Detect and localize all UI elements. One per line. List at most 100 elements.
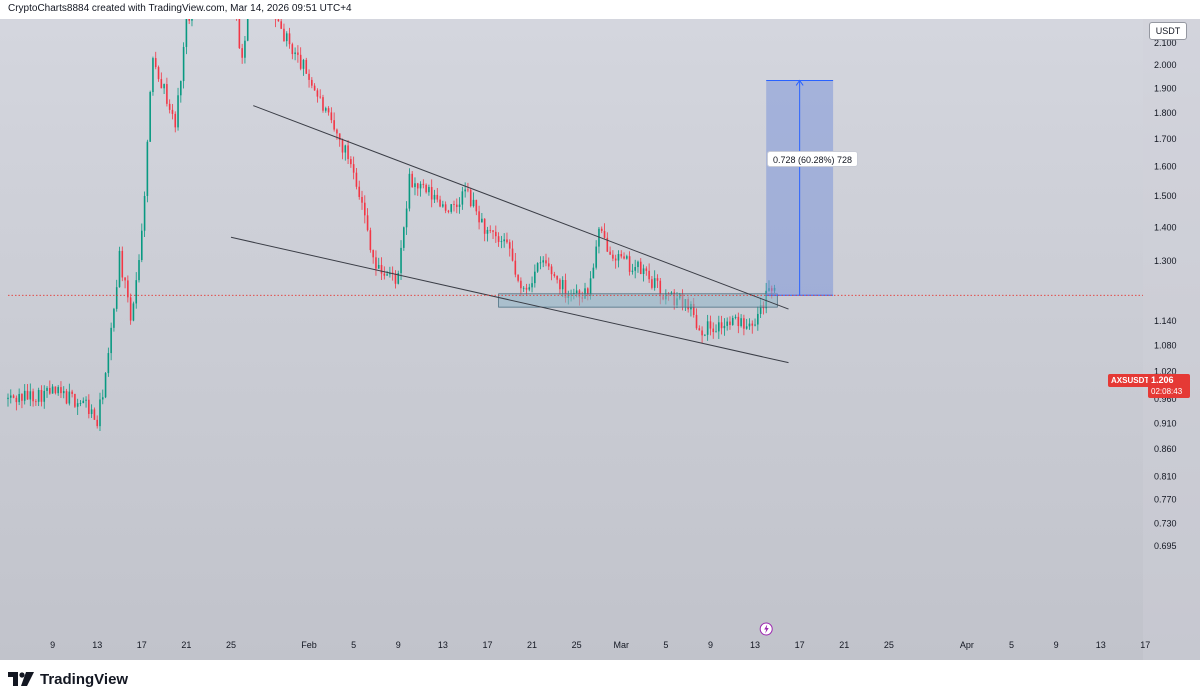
candle-body (391, 272, 394, 274)
candle-body (18, 393, 20, 403)
candle-body (631, 270, 634, 272)
lower-trendline (230, 236, 789, 364)
candle-body (127, 280, 129, 298)
candle-body (185, 19, 188, 47)
candle-body (718, 322, 720, 332)
candle-body (639, 261, 642, 274)
candle-body (564, 279, 567, 298)
candle-body (506, 239, 508, 243)
candle-body (294, 52, 296, 55)
candle-body (450, 204, 453, 212)
candle-body (152, 58, 154, 93)
candle-body (709, 321, 712, 329)
candle-body (283, 28, 285, 42)
candle-body (595, 246, 597, 268)
candle-body (481, 218, 483, 223)
brand-name: TradingView (40, 670, 129, 688)
candle-body (180, 81, 182, 96)
time-tick-label: 9 (396, 640, 401, 650)
candle-body (403, 227, 405, 248)
candle-body (299, 54, 302, 69)
candle-body (168, 103, 171, 110)
price-tick-label: 1.020 (1154, 366, 1177, 376)
candle-body (297, 52, 299, 55)
candle-body (311, 79, 313, 86)
candle-body (358, 186, 361, 197)
candle-body (748, 323, 751, 327)
candle-body (7, 397, 9, 400)
currency-unit-button[interactable]: USDT (1149, 22, 1187, 40)
candle-body (539, 262, 542, 264)
time-tick-label: 21 (839, 640, 849, 650)
candle-body (12, 395, 15, 398)
current-price-label: 1.206 02:08:43 (1148, 374, 1190, 398)
candle-body (757, 313, 759, 325)
candle-body (745, 326, 748, 329)
candle-body (416, 183, 419, 189)
current-price: 1.206 (1151, 375, 1174, 385)
candle-body (439, 199, 441, 207)
price-tick-label: 1.800 (1154, 108, 1177, 118)
candle-body (29, 391, 32, 400)
time-tick-label: 9 (708, 640, 713, 650)
candle-body (397, 273, 400, 284)
candle-body (734, 316, 737, 318)
candle-body (720, 322, 723, 329)
candle-body (333, 120, 335, 130)
candle-body (79, 403, 82, 404)
candle-body (288, 33, 291, 45)
candle-body (414, 183, 416, 188)
candle-body (149, 92, 151, 142)
candle-body (464, 189, 466, 192)
price-tick-label: 0.695 (1154, 541, 1177, 551)
chart-area[interactable]: 2.5002.3002.1002.0001.9001.8001.7001.600… (0, 19, 1200, 660)
candle-body (508, 242, 511, 249)
candle-body (723, 325, 726, 329)
candle-body (606, 237, 609, 252)
candle-body (492, 230, 494, 232)
candle-body (174, 113, 177, 128)
price-tick-label: 0.770 (1154, 494, 1177, 504)
candle-body (157, 67, 160, 80)
candle-body (9, 395, 12, 398)
candle-body (433, 194, 436, 200)
time-tick-label: 17 (795, 640, 805, 650)
target-arrow-head (795, 79, 804, 86)
candle-body (319, 96, 321, 98)
time-tick-label: 13 (438, 640, 448, 650)
candle-body (642, 268, 645, 274)
candle-body (614, 258, 617, 261)
candle-body (547, 263, 550, 267)
time-tick-label: 21 (181, 640, 191, 650)
candle-body (692, 303, 695, 315)
candle-body (436, 194, 439, 200)
candle-body (408, 173, 411, 209)
candle-body (51, 386, 54, 394)
candle-body (138, 260, 140, 281)
candle-body (366, 215, 369, 231)
candle-body (302, 59, 305, 69)
candle-body (656, 278, 659, 281)
candle-body (188, 19, 190, 21)
candle-body (634, 267, 636, 271)
price-tick-label: 0.960 (1154, 394, 1177, 404)
time-tick-label: 25 (572, 640, 582, 650)
candle-body (740, 318, 742, 327)
candle-body (85, 399, 87, 401)
candle-body (182, 46, 185, 82)
candle-body (575, 290, 578, 294)
time-tick-label: 9 (50, 640, 55, 650)
candle-body (626, 256, 628, 259)
candle-body (15, 397, 18, 403)
candle-body (495, 231, 497, 237)
measure-label: 0.728 (60.28%) 728 (767, 151, 859, 167)
candle-body (587, 288, 589, 296)
candle-body (177, 95, 179, 128)
upper-trendline (253, 105, 789, 310)
candle-body (511, 248, 514, 261)
candle-body (653, 278, 656, 288)
price-chart[interactable]: 2.5002.3002.1002.0001.9001.8001.7001.600… (0, 19, 1200, 660)
time-tick-label: Feb (301, 640, 317, 650)
candle-body (327, 108, 330, 113)
